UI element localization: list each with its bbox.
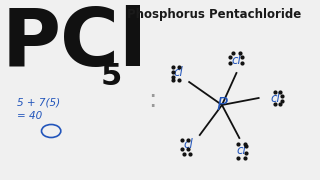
- Text: cl: cl: [183, 138, 193, 152]
- Text: 5: 5: [100, 62, 122, 91]
- Text: cl: cl: [236, 143, 246, 156]
- Text: 5 + 7(5): 5 + 7(5): [17, 97, 60, 107]
- Text: :: :: [148, 88, 157, 112]
- Text: P: P: [217, 96, 228, 114]
- Text: = 40: = 40: [17, 111, 43, 121]
- Text: PCl: PCl: [2, 5, 148, 83]
- Text: cl: cl: [174, 66, 183, 78]
- Text: cl: cl: [232, 53, 241, 66]
- Text: cl: cl: [270, 91, 280, 105]
- Text: Phosphorus Pentachloride: Phosphorus Pentachloride: [127, 8, 301, 21]
